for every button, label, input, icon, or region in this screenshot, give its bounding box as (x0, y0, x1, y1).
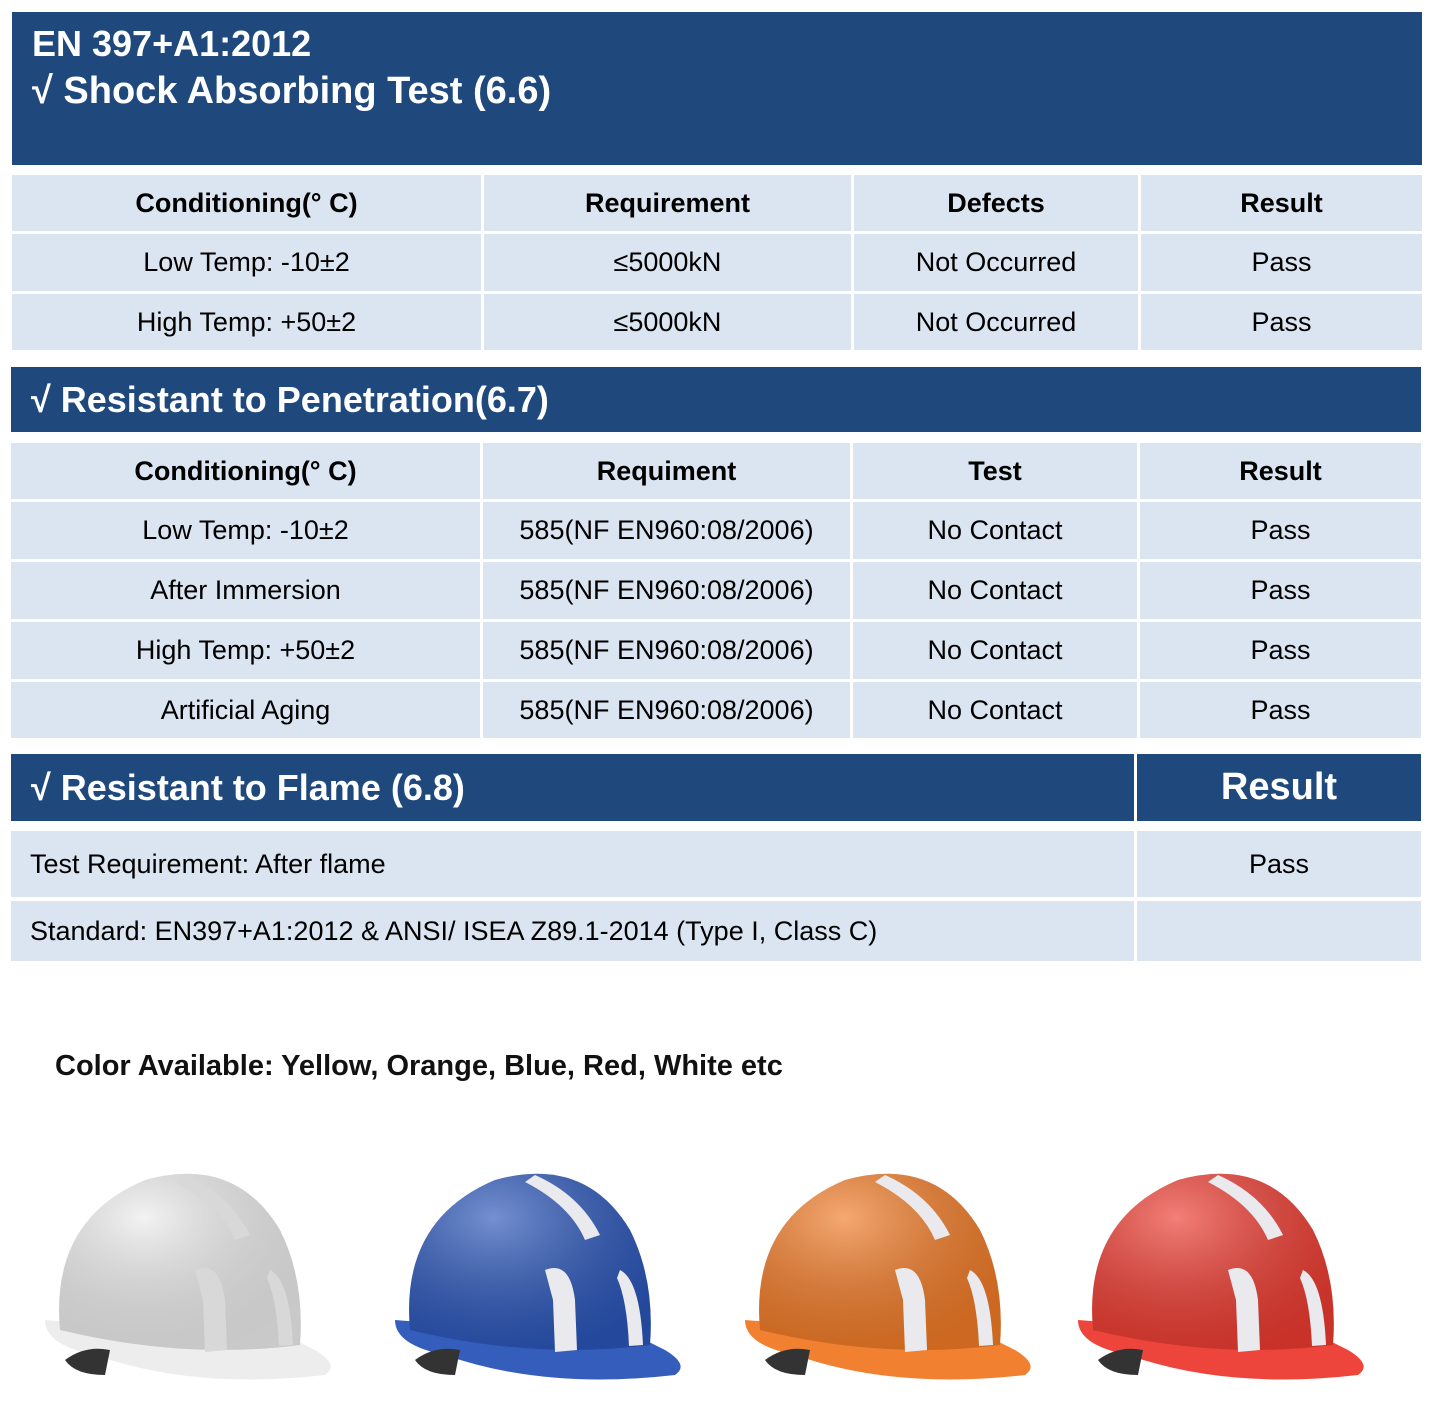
table-cell: 585(NF EN960:08/2006) (483, 622, 850, 679)
flame-row-result: Pass (1137, 831, 1421, 897)
helmet-red-image (1078, 1173, 1364, 1380)
table-cell: After Immersion (11, 562, 480, 619)
flame-result-header: Result (1137, 754, 1421, 821)
table-cell: Pass (1140, 622, 1421, 679)
helmet-blue-image (395, 1173, 681, 1380)
section-title-flame: √ Resistant to Flame (6.8) (11, 754, 1134, 821)
column-header: Defects (854, 175, 1138, 231)
table-cell: No Contact (853, 502, 1137, 559)
section-title-shock: √ Shock Absorbing Test (6.6) (32, 70, 552, 112)
header-banner: EN 397+A1:2012 √ Shock Absorbing Test (6… (12, 12, 1422, 165)
table-cell: High Temp: +50±2 (12, 294, 481, 350)
table-cell: High Temp: +50±2 (11, 622, 480, 679)
table-cell: ≤5000kN (484, 294, 851, 350)
colors-available-text: Color Available: Yellow, Orange, Blue, R… (55, 1050, 783, 1082)
column-header: Conditioning(° C) (12, 175, 481, 231)
table-cell: Not Occurred (854, 294, 1138, 350)
table-cell: Artificial Aging (11, 682, 480, 738)
table-cell: No Contact (853, 562, 1137, 619)
column-header: Test (853, 443, 1137, 499)
table-cell: Pass (1140, 562, 1421, 619)
column-header: Requirement (484, 175, 851, 231)
section-title-text: √ Resistant to Flame (6.8) (31, 766, 465, 808)
helmet-orange-image (745, 1173, 1031, 1380)
table-cell: Low Temp: -10±2 (12, 234, 481, 291)
helmet-white-image (45, 1173, 331, 1380)
flame-row-result (1137, 901, 1421, 961)
column-header: Result (1141, 175, 1422, 231)
table-cell: No Contact (853, 682, 1137, 738)
table-cell: No Contact (853, 622, 1137, 679)
table-cell: 585(NF EN960:08/2006) (483, 562, 850, 619)
table-cell: Pass (1141, 234, 1422, 291)
section-title-text: √ Resistant to Penetration(6.7) (31, 378, 549, 420)
table-cell: 585(NF EN960:08/2006) (483, 682, 850, 738)
section-title-penetration: √ Resistant to Penetration(6.7) (11, 367, 1421, 432)
standard-title: EN 397+A1:2012 (32, 23, 312, 64)
table-cell: Low Temp: -10±2 (11, 502, 480, 559)
table-cell: Pass (1140, 682, 1421, 738)
table-cell: Pass (1140, 502, 1421, 559)
column-header: Requiment (483, 443, 850, 499)
flame-row-label: Test Requirement: After flame (11, 831, 1134, 897)
table-cell: ≤5000kN (484, 234, 851, 291)
column-header: Result (1140, 443, 1421, 499)
flame-row-label: Standard: EN397+A1:2012 & ANSI/ ISEA Z89… (11, 901, 1134, 961)
table-cell: 585(NF EN960:08/2006) (483, 502, 850, 559)
table-cell: Not Occurred (854, 234, 1138, 291)
column-header: Conditioning(° C) (11, 443, 480, 499)
table-cell: Pass (1141, 294, 1422, 350)
